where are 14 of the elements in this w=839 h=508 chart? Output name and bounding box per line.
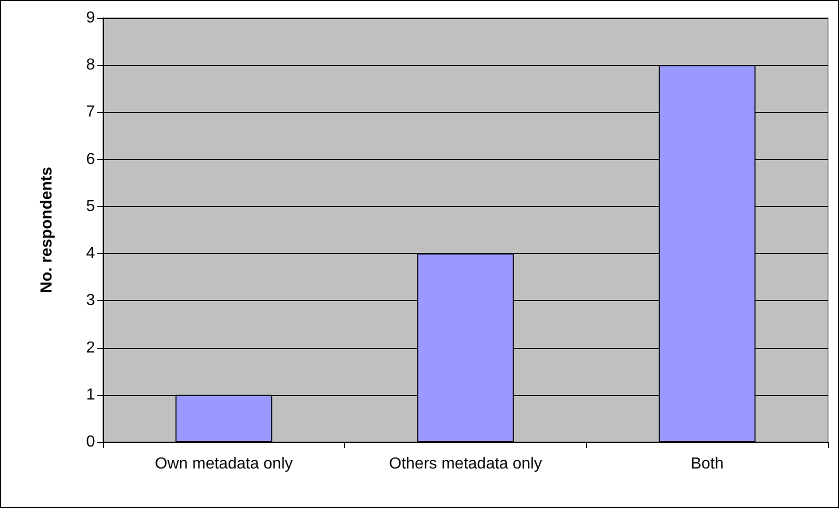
y-tick-label: 7: [86, 104, 96, 121]
x-tick-label: Both: [690, 456, 724, 472]
y-tick-label: 1: [86, 386, 96, 404]
y-tick-label: 8: [86, 56, 96, 74]
x-tick-label: Others metadata only: [389, 456, 542, 472]
y-tick-label: 6: [86, 150, 96, 168]
y-axis-title: No. respondents: [38, 166, 56, 294]
y-tick-label: 2: [86, 339, 96, 356]
y-tick-label: 3: [86, 292, 96, 310]
y-tick-label: 0: [86, 434, 96, 450]
y-tick-label: 9: [86, 10, 96, 26]
y-tick-label: 5: [86, 198, 96, 215]
y-tick-label: 4: [86, 245, 96, 262]
x-tick-label: Own metadata only: [154, 456, 293, 472]
